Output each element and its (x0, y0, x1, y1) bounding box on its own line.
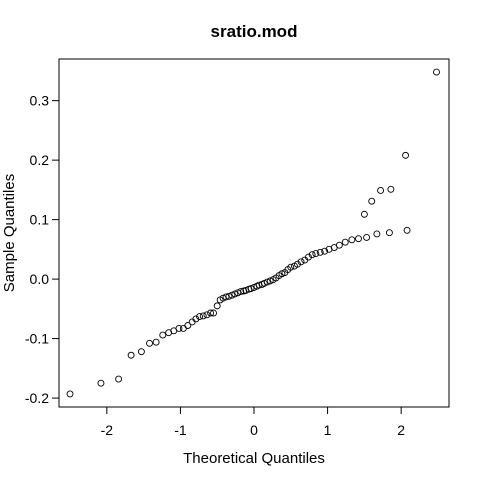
data-point (287, 263, 295, 271)
data-point (66, 390, 74, 398)
y-tick-label: -0.2 (25, 390, 49, 406)
data-point (297, 258, 305, 266)
x-tick-label: 0 (250, 422, 258, 438)
data-point (348, 236, 356, 244)
data-point (159, 331, 167, 339)
x-axis-label: Theoretical Quantiles (183, 450, 325, 467)
data-point (184, 322, 192, 329)
data-point (368, 197, 376, 205)
y-tick-label: 0.1 (30, 212, 50, 228)
data-point (402, 151, 410, 159)
data-point (316, 248, 324, 256)
data-point (403, 226, 411, 234)
data-point (225, 292, 233, 300)
chart-title: sratio.mod (211, 22, 298, 41)
data-point (363, 234, 371, 241)
data-point (373, 230, 381, 238)
data-point (305, 253, 312, 261)
data-point (203, 311, 211, 319)
data-point (199, 312, 207, 320)
data-point (308, 251, 316, 259)
data-point (237, 288, 245, 296)
data-point (385, 229, 393, 237)
data-point (278, 270, 286, 278)
data-point (152, 338, 160, 346)
data-point (146, 339, 153, 347)
y-axis-label: Sample Quantiles (1, 174, 18, 292)
data-point (210, 309, 217, 317)
x-axis: -2 -1 0 1 2 (101, 407, 405, 438)
data-point (175, 325, 183, 332)
data-point (97, 379, 105, 387)
data-point (192, 315, 200, 323)
data-point (231, 290, 239, 298)
data-point (360, 210, 368, 218)
x-tick-label: 1 (324, 422, 332, 438)
data-point (355, 235, 362, 243)
data-point (335, 241, 343, 249)
data-point (115, 375, 123, 383)
x-tick-label: -2 (101, 422, 114, 438)
y-tick-label: 0.3 (30, 93, 50, 109)
data-point (387, 185, 395, 193)
data-point (263, 278, 271, 286)
y-axis: -0.2 -0.1 0.0 0.1 0.2 0.3 (25, 93, 59, 406)
data-point (312, 250, 320, 257)
data-point (228, 291, 236, 299)
data-point (127, 351, 135, 359)
data-point (266, 277, 274, 285)
data-point (341, 238, 349, 246)
data-point (137, 348, 145, 356)
data-point (260, 279, 268, 287)
data-point (213, 302, 221, 310)
data-point (433, 68, 440, 76)
data-point (293, 260, 301, 268)
data-points (66, 68, 440, 398)
x-tick-label: 2 (397, 422, 405, 438)
data-point (321, 247, 329, 255)
data-point (196, 313, 203, 321)
y-tick-label: 0.2 (30, 152, 50, 168)
y-tick-label: 0.0 (30, 271, 50, 287)
data-point (247, 285, 255, 293)
x-tick-label: -1 (174, 422, 187, 438)
data-point (179, 325, 187, 332)
plot-frame (58, 58, 450, 408)
data-point (377, 187, 385, 194)
y-tick-label: -0.1 (25, 331, 49, 347)
data-point (207, 309, 215, 317)
